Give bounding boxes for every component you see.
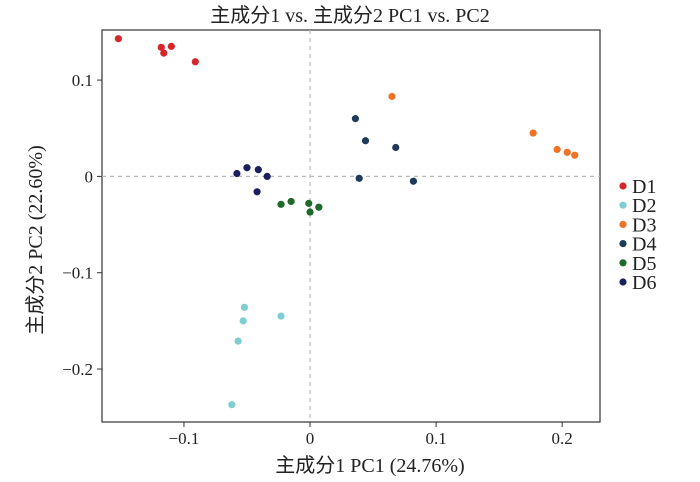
legend-label-d3: D3 [632,214,656,236]
axis-ticks: −0.1 0 0.1 0.2 0.1 0 −0.1 −0.2 [62,71,573,448]
data-point-d6 [263,172,271,180]
data-point-d1 [114,35,122,43]
data-point-d1 [167,42,175,50]
data-point-d6 [254,166,262,174]
legend-label-d2: D2 [632,195,656,217]
data-point-d2 [228,401,236,409]
data-point-d3 [388,92,396,101]
data-point-d4 [392,143,400,152]
data-point-d4 [409,177,418,185]
data-points [114,35,579,409]
data-point-d3 [553,145,561,154]
data-point-d3 [563,148,571,156]
x-tick-label: −0.1 [169,429,200,448]
data-point-d4 [351,115,360,123]
legend-label-d5: D5 [632,253,656,275]
legend-label-d6: D6 [632,272,656,294]
data-point-d1 [191,58,199,66]
x-tick-label: 0 [306,429,315,448]
y-axis-label: 主成分2 PC2 (22.60%) [24,145,47,334]
data-point-d4 [361,137,370,145]
reference-lines [102,30,600,422]
data-point-d3 [529,129,537,137]
legend-marker-d3 [619,220,627,228]
y-tick-label: 0.1 [72,71,93,90]
data-point-d3 [571,151,579,159]
legend-marker-d2 [619,201,627,209]
legend-marker-d5 [619,259,627,267]
legend-label-d1: D1 [632,176,656,198]
data-point-d4 [355,174,363,182]
data-point-d2 [277,312,285,320]
data-point-d5 [306,208,314,216]
data-point-d5 [277,200,285,208]
data-point-d5 [305,199,313,207]
legend-marker-d1 [619,182,627,190]
data-point-d1 [157,43,165,51]
legend-marker-d4 [619,240,627,248]
x-tick-label: 0.1 [425,429,446,448]
data-point-d1 [160,49,168,57]
data-point-d2 [234,337,242,345]
data-point-d5 [315,203,323,211]
y-tick-label: −0.1 [62,264,93,283]
data-point-d6 [233,169,241,178]
x-axis-label: 主成分1 PC1 (24.76%) [275,454,464,477]
data-point-d6 [253,188,261,196]
y-tick-label: 0 [85,167,94,186]
legend-label-d4: D4 [632,234,656,256]
x-tick-label: 0.2 [552,429,573,448]
legend-marker-d6 [619,278,627,286]
chart-title: 主成分1 vs. 主成分2 PC1 vs. PC2 [210,4,490,27]
y-tick-label: −0.2 [62,360,93,379]
data-point-d6 [243,164,251,172]
data-point-d2 [239,317,247,325]
data-point-d2 [240,303,249,311]
data-point-d5 [287,197,295,206]
plot-frame [101,29,601,423]
